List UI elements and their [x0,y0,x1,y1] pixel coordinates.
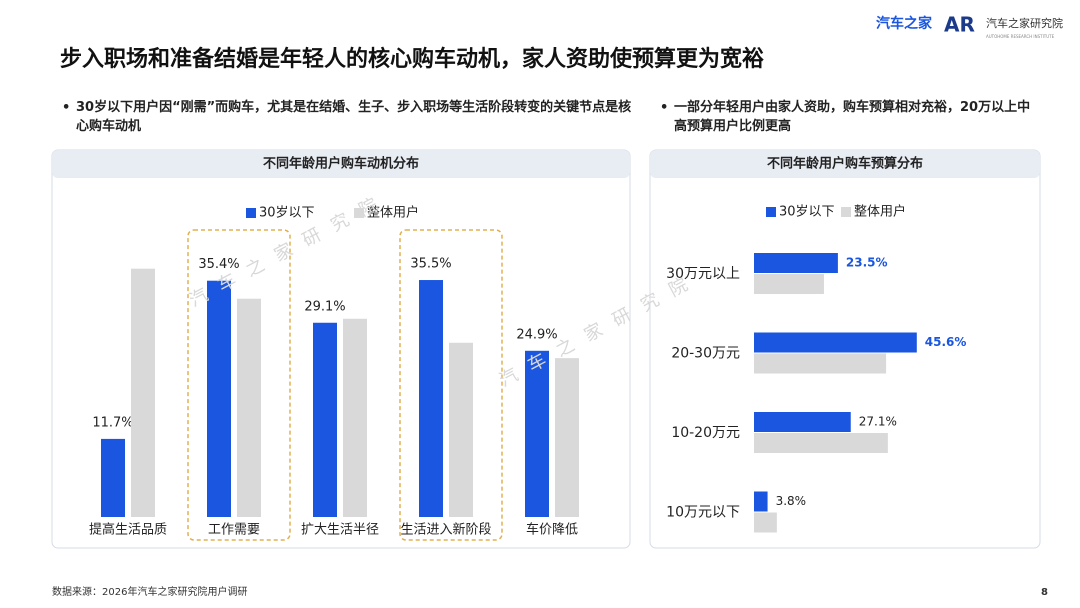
value-label: 3.8% [776,494,807,508]
bar [555,358,579,517]
bar [754,253,838,273]
legend-label: 整体用户 [367,205,419,221]
bar [101,438,125,517]
legend-swatch [354,208,364,218]
logo: 汽车之家 [876,15,933,32]
bar [419,280,443,517]
chart-title: 不同年龄用户购车预算分布 [767,156,923,172]
value-label: 29.1% [304,299,345,314]
y-tick-label: 20-30万元 [671,346,740,362]
bar [131,268,155,517]
bullet-right-box: 一部分年轻用户由家人资助，购车预算相对充裕，20万以上中高预算用户比例更高 [674,100,1031,134]
legend-label: 30岁以下 [259,206,315,221]
bar [754,274,824,294]
legend-label: 30岁以下 [779,205,835,220]
legend-swatch [841,207,851,217]
bar [754,433,888,453]
value-label: 35.4% [198,257,239,272]
bar [754,332,917,353]
bullet-left: 30岁以下用户因“刚需”而购车，尤其是在结婚、生子、步入职场等生活阶段转变的关键… [76,100,632,134]
highlight-box [187,229,291,541]
y-tick-label: 10-20万元 [671,425,740,441]
value-label: 11.7% [92,415,133,430]
value-label: 35.5% [410,257,451,272]
value-label: 45.6% [925,335,967,349]
chart-title: 不同年龄用户购车动机分布 [263,156,419,172]
highlight-box [399,229,503,541]
legend-swatch [246,208,256,218]
x-tick-label: 扩大生活半径 [301,523,379,538]
bullet-dot: • [62,101,70,116]
bar [343,318,367,517]
bar [754,353,887,374]
institute-en: AUTOHOME RESEARCH INSTITUTE [986,34,1055,39]
bar [754,512,777,533]
x-tick-label: 提高生活品质 [89,522,167,538]
panel-right-header [650,150,1040,178]
y-tick-label: 10万元以下 [666,505,740,521]
bar [237,298,261,517]
y-tick-label: 30万元以上 [666,266,740,282]
page-number: 8 [1041,587,1048,598]
legend-swatch [766,207,776,217]
institute: 汽车之家研究院 [986,16,1063,30]
x-tick-label: 车价降低 [526,522,578,538]
value-label: 24.9% [516,327,557,342]
bullet-right: 一部分年轻用户由家人资助，购车预算相对充裕，20万以上中高预算用户比例更高 [674,100,1031,134]
x-tick-label: 工作需要 [208,523,260,538]
panel-left-header [52,150,630,178]
source: 数据来源：2026年汽车之家研究院用户调研 [52,585,247,598]
bar [525,350,549,517]
slide-title: 步入职场和准备结婚是年轻人的核心购车动机，家人资助使预算更为宽裕 [60,46,764,72]
legend-label: 整体用户 [854,204,906,220]
bar [313,322,337,517]
bar [754,412,851,432]
bullet-left-box: 30岁以下用户因“刚需”而购车，尤其是在结婚、生子、步入职场等生活阶段转变的关键… [76,100,632,134]
x-tick-label: 生活进入新阶段 [400,522,491,538]
bar [754,491,768,512]
bar [449,342,473,517]
bullet-dot: • [660,101,668,116]
value-label: 23.5% [846,256,888,270]
bar [207,280,231,517]
institute-mark: AR [944,13,975,37]
value-label: 27.1% [859,415,897,429]
